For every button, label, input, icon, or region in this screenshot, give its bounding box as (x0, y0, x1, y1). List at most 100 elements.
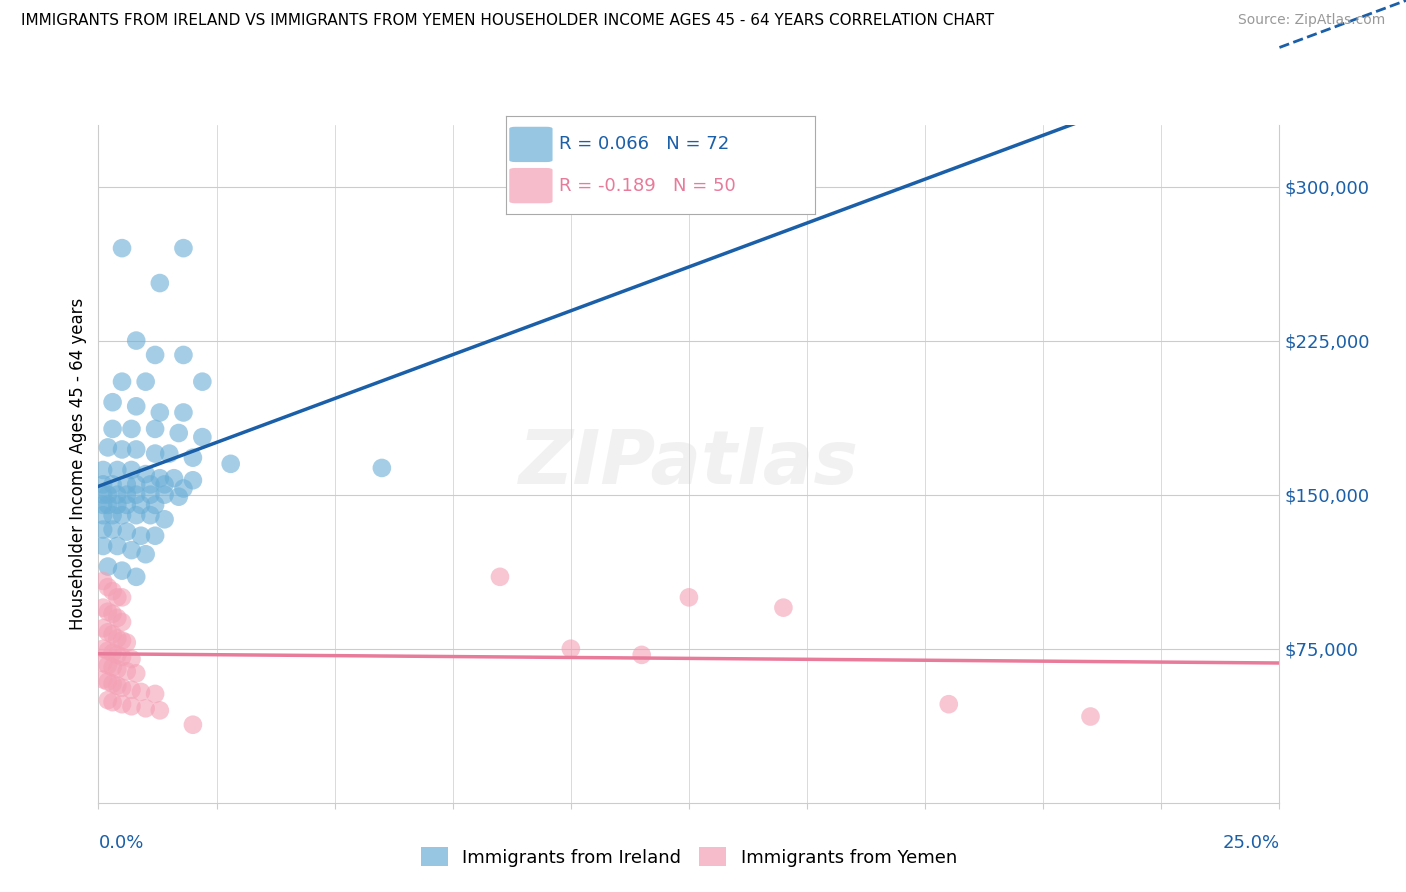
Point (105, 488, 128, 502)
Point (111, 375, 134, 389)
Text: R = 0.066   N = 72: R = 0.066 N = 72 (558, 136, 728, 153)
Point (135, 701, 157, 715)
Point (121, 463, 143, 477)
Point (143, 498, 166, 512)
Point (125, 488, 148, 502)
Point (97, 644, 120, 658)
Point (191, 430, 214, 444)
Point (97, 674, 120, 689)
Text: 25.0%: 25.0% (1222, 834, 1279, 852)
Point (129, 498, 152, 512)
Point (97, 658, 120, 673)
Point (1080, 709, 1102, 723)
Point (149, 405, 172, 419)
Point (91, 600, 114, 615)
Point (135, 375, 157, 389)
Point (938, 697, 960, 711)
Point (105, 539, 128, 553)
Point (91, 539, 114, 553)
Point (143, 446, 166, 460)
Point (115, 498, 138, 512)
Point (111, 615, 134, 629)
Point (149, 471, 172, 485)
FancyBboxPatch shape (509, 127, 553, 162)
Point (172, 482, 194, 496)
Point (97, 488, 120, 502)
Point (91, 673, 114, 687)
Point (219, 457, 242, 471)
Point (149, 703, 172, 717)
Point (91, 498, 114, 512)
Point (125, 570, 148, 584)
Point (125, 666, 148, 681)
Point (111, 442, 134, 457)
Point (111, 591, 134, 605)
Point (105, 611, 128, 625)
Point (163, 471, 186, 485)
Point (153, 512, 176, 526)
Point (172, 241, 194, 255)
Point (101, 607, 124, 621)
Point (115, 635, 138, 649)
Point (181, 473, 204, 487)
Point (101, 627, 124, 641)
Point (91, 523, 114, 537)
Point (149, 276, 172, 290)
Text: ZIPatlas: ZIPatlas (519, 427, 859, 500)
Point (772, 600, 794, 615)
Point (105, 632, 128, 646)
Point (101, 646, 124, 660)
Point (121, 699, 143, 714)
Point (121, 682, 143, 697)
Point (135, 467, 157, 482)
Point (101, 584, 124, 599)
Point (105, 463, 128, 477)
Point (111, 681, 134, 695)
Point (489, 570, 512, 584)
Point (91, 488, 114, 502)
Point (115, 488, 138, 502)
Point (167, 425, 190, 440)
FancyBboxPatch shape (509, 168, 553, 203)
Point (172, 405, 194, 419)
Point (105, 679, 128, 693)
Point (105, 498, 128, 512)
Point (115, 665, 138, 679)
Point (91, 574, 114, 588)
Point (105, 662, 128, 676)
Point (101, 695, 124, 709)
Point (153, 488, 176, 502)
Point (97, 605, 120, 619)
Point (191, 375, 214, 389)
Point (91, 621, 114, 635)
Text: Source: ZipAtlas.com: Source: ZipAtlas.com (1237, 13, 1385, 28)
Point (91, 477, 114, 491)
Point (181, 450, 204, 465)
Point (181, 717, 204, 731)
Point (111, 649, 134, 664)
Point (101, 395, 124, 409)
Point (139, 488, 162, 502)
Point (111, 697, 134, 711)
Point (111, 633, 134, 648)
Point (115, 477, 138, 491)
Point (91, 641, 114, 656)
Point (111, 564, 134, 578)
Point (139, 508, 162, 523)
Point (172, 348, 194, 362)
Point (143, 529, 166, 543)
Point (111, 241, 134, 255)
Point (121, 543, 143, 558)
Point (115, 524, 138, 539)
Point (101, 660, 124, 674)
Point (97, 580, 120, 594)
Point (111, 508, 134, 523)
Point (91, 656, 114, 670)
Point (91, 463, 114, 477)
Point (125, 400, 148, 414)
Point (630, 648, 652, 662)
Point (371, 461, 394, 475)
Point (167, 490, 190, 504)
Point (97, 441, 120, 455)
Point (105, 591, 128, 605)
